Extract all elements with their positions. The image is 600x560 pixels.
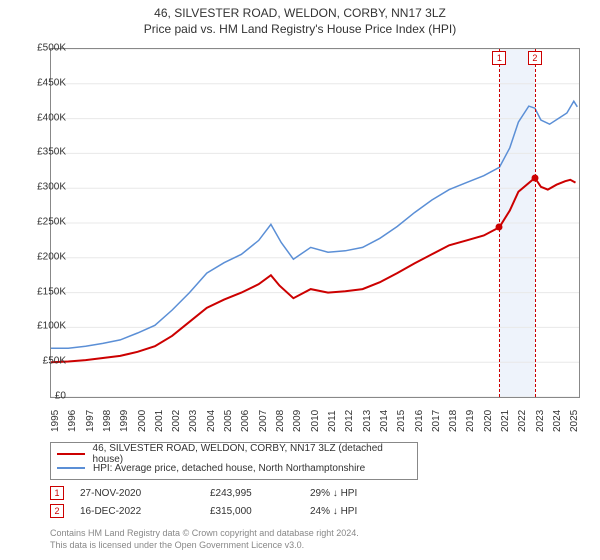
ytick-label: £200K <box>37 251 66 262</box>
events-table: 1 27-NOV-2020£243,99529% ↓ HPI 2 16-DEC-202… <box>50 484 430 520</box>
legend-swatch-hpi <box>57 467 85 469</box>
ytick-label: £0 <box>55 391 66 402</box>
xtick-label: 2017 <box>431 410 442 432</box>
event-date: 27-NOV-2020 <box>80 488 210 499</box>
ytick-label: £400K <box>37 112 66 123</box>
event-row-marker: 2 <box>50 504 64 518</box>
xtick-label: 2016 <box>414 410 425 432</box>
xtick-label: 2012 <box>344 410 355 432</box>
title-address: 46, SILVESTER ROAD, WELDON, CORBY, NN17 … <box>0 6 600 20</box>
xtick-label: 2014 <box>379 410 390 432</box>
event-dot-2 <box>531 174 538 181</box>
legend-row-hpi: HPI: Average price, detached house, Nort… <box>57 461 411 475</box>
title-subtitle: Price paid vs. HM Land Registry's House … <box>0 22 600 36</box>
xtick-label: 2004 <box>206 410 217 432</box>
event-price: £315,000 <box>210 506 310 517</box>
xtick-label: 1997 <box>85 410 96 432</box>
title-block: 46, SILVESTER ROAD, WELDON, CORBY, NN17 … <box>0 0 600 38</box>
event-date: 16-DEC-2022 <box>80 506 210 517</box>
xtick-label: 1996 <box>67 410 78 432</box>
event-row: 2 16-DEC-2022£315,00024% ↓ HPI <box>50 502 430 520</box>
ytick-label: £500K <box>37 43 66 54</box>
xtick-label: 2006 <box>240 410 251 432</box>
xtick-label: 2025 <box>569 410 580 432</box>
series-property <box>51 178 576 362</box>
xtick-label: 2009 <box>292 410 303 432</box>
event-pct: 29% ↓ HPI <box>310 488 430 499</box>
xtick-label: 2003 <box>188 410 199 432</box>
xtick-label: 2001 <box>154 410 165 432</box>
ytick-label: £350K <box>37 147 66 158</box>
footer-line-2: This data is licensed under the Open Gov… <box>50 540 359 552</box>
xtick-label: 2023 <box>535 410 546 432</box>
xtick-label: 2007 <box>258 410 269 432</box>
xtick-label: 2002 <box>171 410 182 432</box>
xtick-label: 2019 <box>465 410 476 432</box>
chart-container: 46, SILVESTER ROAD, WELDON, CORBY, NN17 … <box>0 0 600 560</box>
ytick-label: £450K <box>37 77 66 88</box>
event-marker-1: 1 <box>492 51 506 65</box>
event-price: £243,995 <box>210 488 310 499</box>
legend: 46, SILVESTER ROAD, WELDON, CORBY, NN17 … <box>50 442 418 480</box>
event-marker-2: 2 <box>528 51 542 65</box>
xtick-label: 2005 <box>223 410 234 432</box>
xtick-label: 2024 <box>552 410 563 432</box>
xtick-label: 1995 <box>50 410 61 432</box>
xtick-label: 2020 <box>483 410 494 432</box>
legend-row-property: 46, SILVESTER ROAD, WELDON, CORBY, NN17 … <box>57 447 411 461</box>
legend-swatch-property <box>57 453 85 455</box>
event-row: 1 27-NOV-2020£243,99529% ↓ HPI <box>50 484 430 502</box>
footer-line-1: Contains HM Land Registry data © Crown c… <box>50 528 359 540</box>
xtick-label: 2013 <box>362 410 373 432</box>
xtick-label: 2000 <box>137 410 148 432</box>
event-pct: 24% ↓ HPI <box>310 506 430 517</box>
ytick-label: £300K <box>37 182 66 193</box>
ytick-label: £150K <box>37 286 66 297</box>
xtick-label: 2008 <box>275 410 286 432</box>
xtick-label: 1998 <box>102 410 113 432</box>
xtick-label: 2022 <box>517 410 528 432</box>
ytick-label: £50K <box>43 356 66 367</box>
event-line <box>535 49 536 397</box>
xtick-label: 1999 <box>119 410 130 432</box>
xtick-label: 2021 <box>500 410 511 432</box>
ytick-label: £100K <box>37 321 66 332</box>
event-dot-1 <box>496 224 503 231</box>
xtick-label: 2011 <box>327 410 338 432</box>
chart-plot-area: 12 <box>50 48 580 398</box>
footer-attribution: Contains HM Land Registry data © Crown c… <box>50 528 359 551</box>
xtick-label: 2010 <box>310 410 321 432</box>
xtick-label: 2015 <box>396 410 407 432</box>
xtick-label: 2018 <box>448 410 459 432</box>
event-row-marker: 1 <box>50 486 64 500</box>
ytick-label: £250K <box>37 217 66 228</box>
legend-label-hpi: HPI: Average price, detached house, Nort… <box>93 463 365 474</box>
